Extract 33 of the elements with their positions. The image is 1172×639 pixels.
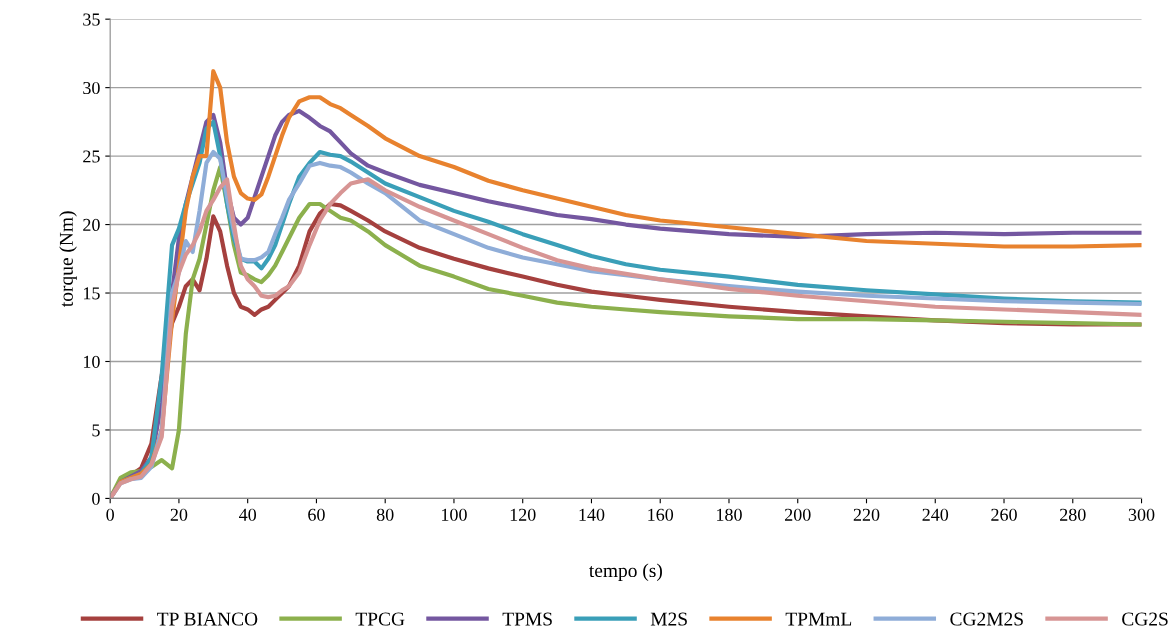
- legend-label: TPMS: [502, 612, 552, 626]
- x-tick-label: 80: [376, 508, 394, 521]
- x-tick-label: 240: [922, 508, 949, 521]
- y-tick-label: 25: [83, 150, 100, 163]
- x-tick-label: 140: [579, 508, 605, 521]
- legend-label: TPMmL: [785, 612, 852, 626]
- legend-label: CG2S: [1122, 612, 1168, 626]
- x-tick-label: 20: [170, 508, 188, 521]
- x-tick-label: 120: [510, 508, 536, 521]
- x-tick-label: 200: [784, 508, 811, 521]
- y-tick-label: 10: [83, 355, 100, 368]
- legend-label: CG2M2S: [950, 612, 1023, 626]
- x-tick-label: 180: [717, 508, 742, 521]
- x-axis-title: tempo (s): [589, 563, 662, 582]
- legend-label: TPCG: [355, 612, 405, 626]
- x-tick-label: 220: [853, 508, 880, 521]
- legend-label: TP BIANCO: [157, 612, 258, 626]
- y-tick-label: 20: [83, 218, 100, 232]
- y-tick-label: 30: [83, 81, 100, 95]
- y-tick-label: 0: [92, 492, 100, 505]
- x-tick-label: 40: [239, 508, 257, 521]
- y-tick-label: 5: [92, 424, 100, 437]
- y-axis-title: torque (Nm): [59, 211, 77, 307]
- legend-label: M2S: [650, 612, 687, 626]
- x-tick-label: 100: [442, 508, 467, 521]
- x-tick-label: 300: [1128, 508, 1155, 521]
- x-tick-label: 260: [991, 508, 1017, 521]
- y-tick-label: 35: [83, 13, 100, 26]
- y-tick-label: 15: [83, 287, 100, 300]
- x-tick-label: 160: [648, 508, 674, 521]
- x-tick-label: 280: [1060, 508, 1086, 521]
- x-tick-label: 0: [106, 508, 114, 521]
- x-tick-label: 60: [308, 508, 325, 521]
